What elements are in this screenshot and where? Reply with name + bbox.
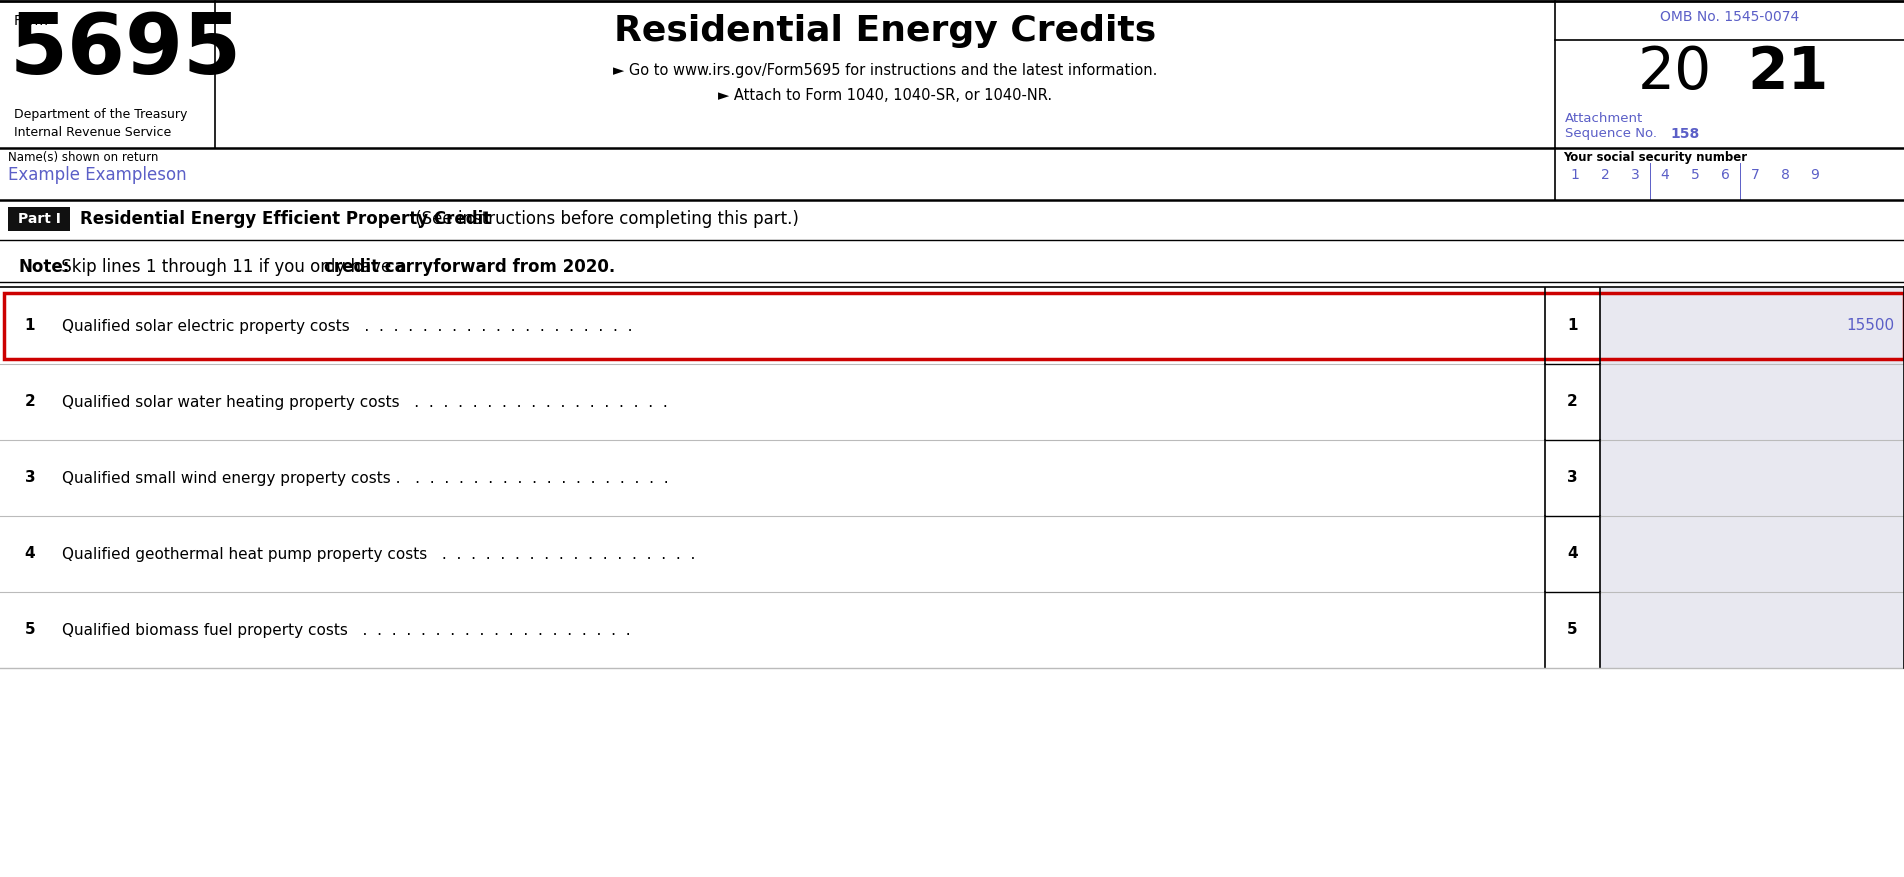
Text: 7: 7 <box>1750 168 1759 182</box>
Text: credit carryforward from 2020.: credit carryforward from 2020. <box>324 258 615 276</box>
Bar <box>1544 440 1599 516</box>
Text: Note:: Note: <box>17 258 69 276</box>
Bar <box>1599 364 1904 440</box>
Text: Qualified geothermal heat pump property costs   .  .  .  .  .  .  .  .  .  .  . : Qualified geothermal heat pump property … <box>63 546 695 561</box>
Text: 158: 158 <box>1670 127 1698 141</box>
Bar <box>1599 516 1904 592</box>
Text: 9: 9 <box>1811 168 1820 182</box>
Text: ► Attach to Form 1040, 1040-SR, or 1040-NR.: ► Attach to Form 1040, 1040-SR, or 1040-… <box>718 88 1053 103</box>
Text: Department of the Treasury
Internal Revenue Service: Department of the Treasury Internal Reve… <box>13 108 187 139</box>
Text: 20: 20 <box>1637 44 1712 101</box>
Text: Example Exampleson: Example Exampleson <box>8 166 187 184</box>
Text: Attachment: Attachment <box>1565 112 1643 125</box>
Bar <box>1544 592 1599 668</box>
Text: Qualified solar water heating property costs   .  .  .  .  .  .  .  .  .  .  .  : Qualified solar water heating property c… <box>63 395 668 410</box>
Text: 21: 21 <box>1748 44 1828 101</box>
Text: 1: 1 <box>25 318 36 333</box>
Text: ► Go to www.irs.gov/Form5695 for instructions and the latest information.: ► Go to www.irs.gov/Form5695 for instruc… <box>613 63 1158 78</box>
Text: Qualified small wind energy property costs .   .  .  .  .  .  .  .  .  .  .  .  : Qualified small wind energy property cos… <box>63 470 668 486</box>
Text: 4: 4 <box>25 546 36 561</box>
Text: Sequence No.: Sequence No. <box>1565 127 1662 140</box>
Text: Qualified biomass fuel property costs   .  .  .  .  .  .  .  .  .  .  .  .  .  .: Qualified biomass fuel property costs . … <box>63 623 630 638</box>
Bar <box>4 293 1904 359</box>
Bar <box>8 207 70 231</box>
Text: 6: 6 <box>1721 168 1729 182</box>
Bar <box>1599 592 1904 668</box>
Bar <box>1599 288 1904 364</box>
Text: Qualified solar electric property costs   .  .  .  .  .  .  .  .  .  .  .  .  . : Qualified solar electric property costs … <box>63 318 632 333</box>
Text: 2: 2 <box>1601 168 1609 182</box>
Text: Residential Energy Credits: Residential Energy Credits <box>613 14 1156 48</box>
Text: Your social security number: Your social security number <box>1563 151 1748 164</box>
Text: 5: 5 <box>1567 623 1578 638</box>
Text: 1: 1 <box>1571 168 1580 182</box>
Text: 5: 5 <box>1691 168 1700 182</box>
Text: Skip lines 1 through 11 if you only have a: Skip lines 1 through 11 if you only have… <box>55 258 411 276</box>
Bar <box>1544 516 1599 592</box>
Bar <box>1544 364 1599 440</box>
Text: 5695: 5695 <box>10 10 242 91</box>
Text: 3: 3 <box>1630 168 1639 182</box>
Text: Residential Energy Efficient Property Credit: Residential Energy Efficient Property Cr… <box>80 210 491 228</box>
Text: 4: 4 <box>1567 546 1578 561</box>
Text: Part I: Part I <box>17 212 61 226</box>
Text: OMB No. 1545-0074: OMB No. 1545-0074 <box>1660 10 1799 24</box>
Text: 5: 5 <box>25 623 36 638</box>
Bar <box>1599 440 1904 516</box>
Text: 1: 1 <box>1567 318 1578 333</box>
Text: 4: 4 <box>1660 168 1670 182</box>
Text: 2: 2 <box>1567 395 1578 410</box>
Text: 2: 2 <box>25 395 36 410</box>
Text: 3: 3 <box>1567 470 1578 486</box>
Text: (See instructions before completing this part.): (See instructions before completing this… <box>409 210 800 228</box>
Text: Name(s) shown on return: Name(s) shown on return <box>8 151 158 164</box>
Text: 3: 3 <box>25 470 36 486</box>
Text: 15500: 15500 <box>1845 318 1894 333</box>
Text: 8: 8 <box>1780 168 1790 182</box>
Text: Form: Form <box>13 14 50 28</box>
Bar <box>1544 288 1599 364</box>
